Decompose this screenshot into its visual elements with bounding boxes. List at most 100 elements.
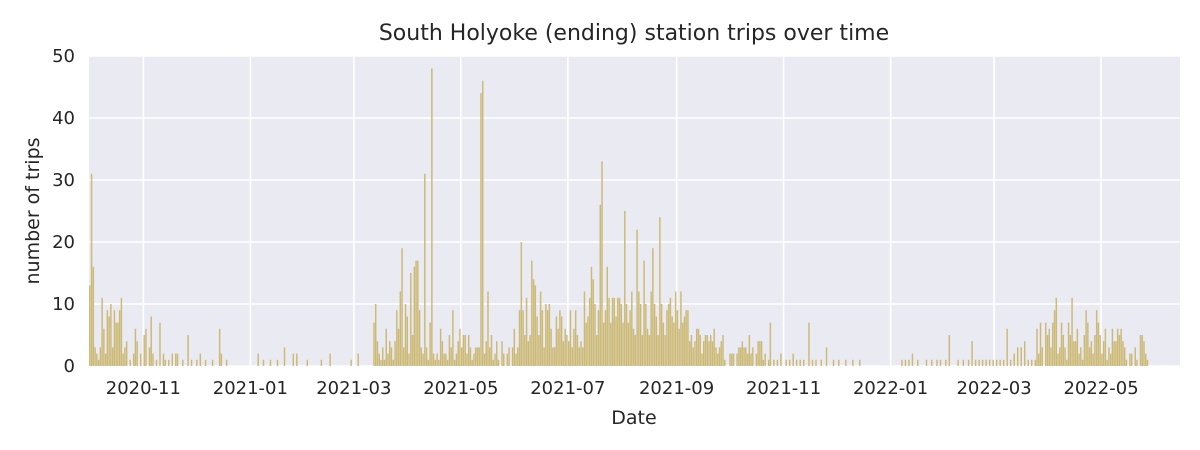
bar — [292, 353, 295, 366]
bar — [1009, 359, 1012, 366]
bar — [1034, 359, 1036, 366]
bar — [792, 353, 794, 366]
bar — [90, 173, 93, 366]
bar — [559, 310, 561, 366]
bar — [103, 328, 105, 366]
bar — [553, 347, 556, 366]
bar — [122, 353, 124, 366]
bar — [557, 328, 559, 366]
bar — [746, 353, 749, 366]
bar — [196, 359, 198, 366]
bar — [515, 353, 517, 366]
bar — [1113, 341, 1115, 366]
bar — [639, 304, 642, 366]
bar — [480, 93, 482, 366]
bar — [218, 328, 221, 366]
bar — [780, 353, 782, 366]
bar — [676, 310, 679, 366]
bar — [145, 328, 147, 366]
bar — [931, 359, 933, 366]
bar — [1020, 347, 1022, 366]
bar — [1045, 322, 1047, 366]
bar — [945, 359, 947, 366]
bar — [176, 353, 179, 366]
bar — [581, 347, 584, 366]
bar — [404, 304, 407, 366]
bar — [406, 316, 409, 366]
bar — [538, 335, 540, 366]
bar — [113, 310, 116, 366]
bar — [1090, 341, 1093, 366]
bar — [534, 285, 537, 366]
bar — [257, 353, 259, 366]
bar — [1139, 335, 1142, 366]
bar — [450, 347, 452, 366]
bar — [967, 359, 970, 366]
bar — [390, 347, 393, 366]
bar — [425, 347, 428, 366]
bar — [1023, 341, 1026, 366]
bar — [957, 359, 959, 366]
bar — [101, 297, 103, 366]
bar — [1027, 359, 1029, 366]
bar — [641, 335, 644, 366]
bar — [571, 347, 573, 366]
bar — [745, 347, 747, 366]
bar — [750, 353, 752, 366]
bar — [1048, 328, 1051, 366]
bar — [580, 341, 582, 366]
bar — [732, 353, 735, 366]
bar — [124, 347, 126, 366]
bar — [1115, 341, 1117, 366]
bar — [448, 335, 451, 366]
bar — [1130, 353, 1133, 366]
bar — [585, 322, 587, 366]
bar — [524, 335, 526, 366]
y-axis-label: number of trips — [22, 137, 44, 284]
bar — [617, 297, 619, 366]
y-tick-label: 30 — [52, 170, 75, 191]
bar — [592, 279, 594, 366]
bar — [971, 341, 973, 366]
bar — [276, 359, 279, 366]
bar — [636, 229, 638, 366]
bar — [1095, 310, 1098, 366]
bar — [94, 347, 96, 366]
bar — [962, 359, 965, 366]
bar — [1123, 347, 1126, 366]
bar — [690, 335, 693, 366]
x-tick-labels: 2020-11 2021-01 2021-03 2021-05 2021-07 2021-… — [106, 378, 1139, 399]
bar — [383, 359, 386, 366]
bar — [1108, 347, 1110, 366]
bar — [476, 347, 479, 366]
bar — [474, 347, 477, 366]
bar — [1052, 322, 1054, 366]
bar — [701, 353, 703, 366]
bar — [439, 328, 442, 366]
bar — [99, 347, 102, 366]
bar — [681, 322, 684, 366]
bar — [736, 353, 738, 366]
bar — [397, 328, 400, 366]
bar — [1064, 347, 1066, 366]
bar — [1109, 353, 1112, 366]
bar — [699, 335, 701, 366]
bar — [148, 347, 151, 366]
bar — [220, 353, 223, 366]
bar — [466, 353, 468, 366]
bar — [536, 316, 538, 366]
y-tick-label: 10 — [52, 294, 75, 315]
bar — [729, 353, 731, 366]
bar — [634, 335, 637, 366]
bar — [724, 359, 726, 366]
bar — [845, 359, 847, 366]
bar — [382, 347, 384, 366]
bar — [513, 328, 516, 366]
bar — [501, 341, 503, 366]
x-tick-label: 2022-01 — [853, 378, 928, 399]
bar — [1016, 347, 1019, 366]
bar — [680, 291, 682, 366]
bar — [638, 291, 640, 366]
bar — [713, 328, 715, 366]
bar — [164, 359, 166, 366]
